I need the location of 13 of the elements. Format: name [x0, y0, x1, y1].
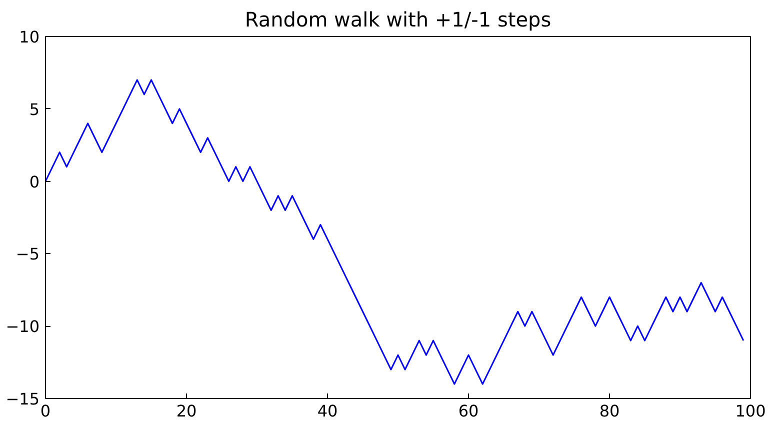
y-tick-label: 10	[19, 28, 40, 46]
chart-title: Random walk with +1/-1 steps	[244, 8, 552, 32]
y-tick-label: −5	[16, 244, 40, 264]
y-tick-label: −10	[6, 317, 40, 336]
y-tick-label: 0	[29, 172, 40, 192]
x-tick-label: 60	[458, 402, 479, 420]
line-series	[46, 79, 744, 385]
y-tick-label: −15	[6, 390, 40, 408]
y-tick-label: 5	[29, 100, 40, 119]
x-tick-label: 40	[317, 402, 338, 420]
x-tick-label: 80	[599, 402, 620, 420]
x-tick-label: 100	[735, 402, 766, 420]
x-tick-label: 20	[176, 402, 197, 420]
